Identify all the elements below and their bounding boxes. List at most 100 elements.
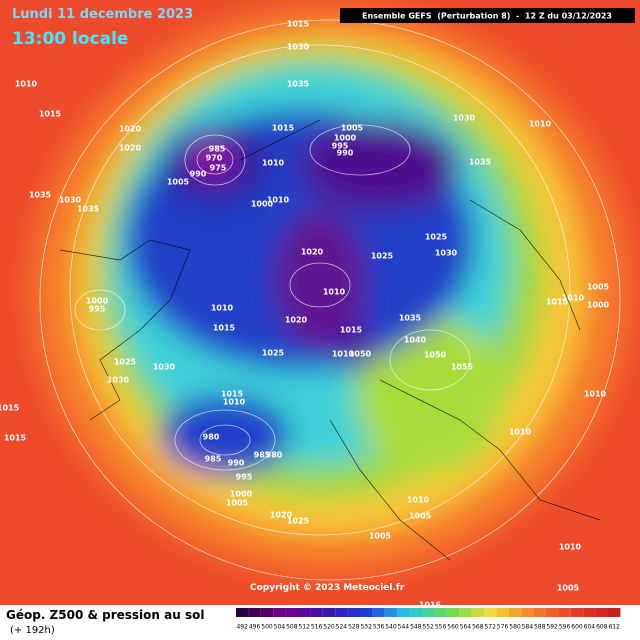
pressure-label: 1030 (107, 376, 130, 385)
scale-label: 592 (546, 624, 558, 631)
scale-label: 532 (360, 624, 372, 631)
pressure-label: 1015 (213, 324, 236, 333)
scale-swatch (546, 608, 559, 617)
pressure-label: 1015 (340, 326, 363, 335)
scale-swatch (471, 608, 484, 617)
scale-label: 544 (398, 624, 410, 631)
isobars (39, 19, 621, 581)
pressure-label: 985 (205, 455, 222, 464)
scale-swatch (310, 608, 323, 617)
pressure-label: 1040 (404, 336, 427, 345)
scale-swatch (298, 608, 311, 617)
scale-label: 596 (559, 624, 571, 631)
scale-label: 548 (410, 624, 422, 631)
scale-label: 536 (373, 624, 385, 631)
pressure-label: 1000 (86, 297, 109, 306)
pressure-label: 1015 (39, 110, 62, 119)
pressure-label: 1005 (587, 283, 610, 292)
scale-label: 524 (336, 624, 348, 631)
pressure-label: 1035 (399, 314, 422, 323)
pressure-label: 1010 (407, 496, 430, 505)
scale-label: 496 (249, 624, 261, 631)
pressure-label: 1010 (211, 304, 234, 313)
scale-label: 516 (311, 624, 323, 631)
pressure-label: 990 (190, 170, 207, 179)
scale-label: 608 (596, 624, 608, 631)
scale-swatch (583, 608, 596, 617)
pressure-label: 980 (266, 451, 283, 460)
scale-label: 512 (298, 624, 310, 631)
pressure-label: 1005 (341, 124, 364, 133)
scale-swatch (384, 608, 398, 617)
pressure-label: 1010 (267, 196, 290, 205)
pressure-label: 1030 (59, 196, 82, 205)
pressure-label: 1020 (285, 316, 308, 325)
scale-swatch (397, 608, 410, 617)
pressure-label: 1035 (287, 80, 310, 89)
pressure-label: 985 (209, 145, 226, 154)
scale-swatch (347, 608, 360, 617)
pressure-label: 1015 (0, 404, 20, 413)
pressure-label: 1025 (114, 358, 137, 367)
scale-swatch (484, 608, 497, 617)
scale-swatch (409, 608, 422, 617)
date: Lundi 11 decembre 2023 (12, 7, 193, 22)
scale-swatch (521, 608, 534, 617)
color-scale: 492 496 500 504 508 512 516 520 524 528 532 536 540 5… (236, 608, 621, 631)
scale-swatch (570, 608, 584, 617)
pressure-label: 1035 (29, 191, 52, 200)
pressure-label: 1030 (153, 363, 176, 372)
pressure-label: 990 (337, 149, 354, 158)
pressure-label: 980 (203, 433, 220, 442)
footer-lead: (+ 192h) (10, 625, 55, 636)
pressure-label: 1000 (251, 200, 274, 209)
pressure-label: 1010 (323, 288, 346, 297)
pressure-label: 1025 (371, 252, 394, 261)
scale-swatch (533, 608, 546, 617)
pressure-label: 1015 (4, 434, 27, 443)
pressure-label: 1010 (559, 543, 582, 552)
pressure-label: 975 (210, 164, 227, 173)
pressure-label: 1035 (77, 205, 100, 214)
pressure-label: 1025 (262, 349, 285, 358)
scale-swatch (372, 608, 385, 617)
scale-swatch (285, 608, 298, 617)
scale-label: 576 (497, 624, 509, 631)
scale-swatch (360, 608, 373, 617)
scale-label: 552 (422, 624, 434, 631)
pressure-label: 985 (254, 451, 271, 460)
model-box (340, 8, 635, 23)
pressure-label: 1000 (230, 490, 253, 499)
scale-swatch (322, 608, 336, 617)
pressure-label: 1010 (562, 294, 585, 303)
scale-swatch (248, 608, 261, 617)
pressure-label: 1050 (349, 350, 372, 359)
pressure-label: 1000 (587, 301, 610, 310)
pressure-label: 1015 (221, 390, 244, 399)
scale-swatch (595, 608, 608, 617)
scale-swatch (446, 608, 460, 617)
scale-label: 540 (385, 624, 397, 631)
pressure-label: 1010 (509, 428, 532, 437)
scale-label: 556 (435, 624, 447, 631)
scale-swatch (236, 608, 249, 617)
copyright: Copyright © 2023 Meteociel.fr (250, 583, 405, 593)
pressure-label: 1000 (334, 134, 357, 143)
pressure-label: 1005 (226, 499, 249, 508)
scale-label: 528 (348, 624, 360, 631)
scale-label: 520 (323, 624, 335, 631)
coastlines (59, 119, 601, 561)
scale-swatch (608, 608, 621, 617)
scale-label: 588 (534, 624, 546, 631)
pressure-label: 1030 (435, 249, 458, 258)
scale-swatch (422, 608, 435, 617)
pressure-label: 1005 (167, 178, 190, 187)
pressure-label: 1010 (529, 120, 552, 129)
pressure-label: 1055 (451, 363, 474, 372)
scale-label: 572 (484, 624, 496, 631)
pressure-label: 1015 (546, 298, 569, 307)
pressure-label: 1010 (262, 159, 285, 168)
